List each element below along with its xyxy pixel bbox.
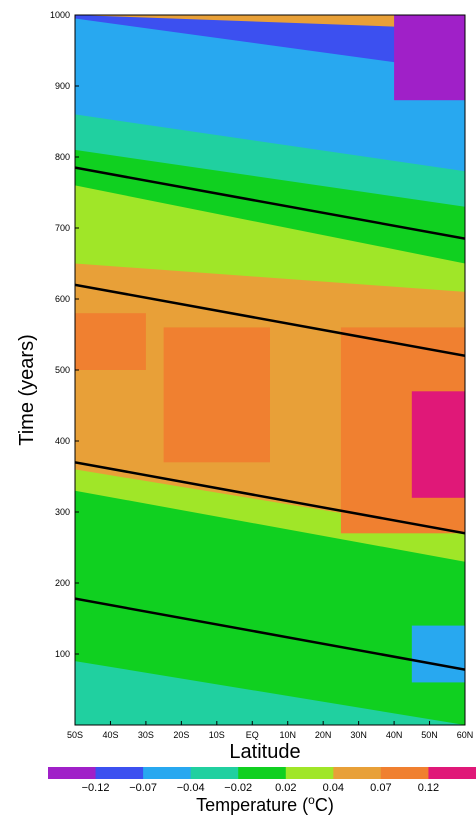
colorbar-title: Temperature (oC) [196,793,334,815]
colorbar-title-degree: o [308,793,315,807]
colorbar-label: 0.07 [370,782,391,794]
colorbar-swatch [285,767,334,779]
patch-4 [411,625,465,683]
colorbar-swatch [333,767,382,779]
x-tick-label: 50N [421,730,438,740]
trend-line-3 [75,597,465,671]
x-tick-label: 40N [386,730,403,740]
y-tick-label: 600 [55,294,70,304]
y-tick-label: 500 [55,365,70,375]
y-tick-label: 900 [55,81,70,91]
y-tick-label: 1000 [50,10,70,20]
y-axis-title: Time (years) [16,334,38,445]
x-axis-title: Latitude [229,741,300,763]
x-axis: 50S 40S 30S 20S 10S EQ 10N 20N 30N 40N 50N 60N [67,721,473,740]
patch-3 [411,391,465,498]
colorbar-label: −0.12 [82,782,110,794]
y-tick-label: 800 [55,152,70,162]
patch-5 [75,313,146,370]
x-tick-label: EQ [246,730,259,740]
band-11 [75,661,465,725]
y-tick-label: 700 [55,223,70,233]
colorbar-label: 0.12 [418,782,439,794]
x-tick-label: 30N [350,730,367,740]
x-tick-label: 10S [209,730,225,740]
x-tick-label: 60N [457,730,474,740]
x-tick-label: 20S [173,730,189,740]
trend-line-2 [75,461,465,535]
patch-0 [394,15,465,101]
y-axis: 100 200 300 400 500 600 700 800 900 1000 [50,10,79,659]
y-tick-label: 200 [55,578,70,588]
colorbar-swatch [380,767,429,779]
x-tick-label: 50S [67,730,83,740]
trend-line-1 [75,283,465,358]
trend-line-0 [75,166,465,240]
x-tick-label: 20N [315,730,332,740]
colorbar-title-suffix: C) [315,795,334,815]
y-tick-label: 100 [55,649,70,659]
colorbar-label: 0.04 [323,782,344,794]
x-tick-label: 40S [102,730,118,740]
colorbar-swatch [428,767,476,779]
y-tick-label: 300 [55,507,70,517]
colorbar-label: −0.02 [224,782,252,794]
colorbar-swatch [238,767,287,779]
colorbar-label: −0.07 [129,782,157,794]
patch-1 [163,327,270,463]
colorbar-swatch [48,767,97,779]
x-tick-label: 10N [279,730,296,740]
plot-area [74,14,466,726]
colorbar-label: 0.02 [275,782,296,794]
colorbar-label: −0.04 [177,782,205,794]
field [75,15,465,725]
colorbar-swatch [190,767,239,779]
x-tick-label: 30S [138,730,154,740]
colorbar-title-prefix: Temperature ( [196,795,308,815]
colorbar-swatch [143,767,192,779]
colorbar-swatch [95,767,144,779]
colorbar: −0.12 −0.07 −0.04 −0.02 0.02 0.04 0.07 0.12 [48,767,476,794]
y-tick-label: 400 [55,436,70,446]
